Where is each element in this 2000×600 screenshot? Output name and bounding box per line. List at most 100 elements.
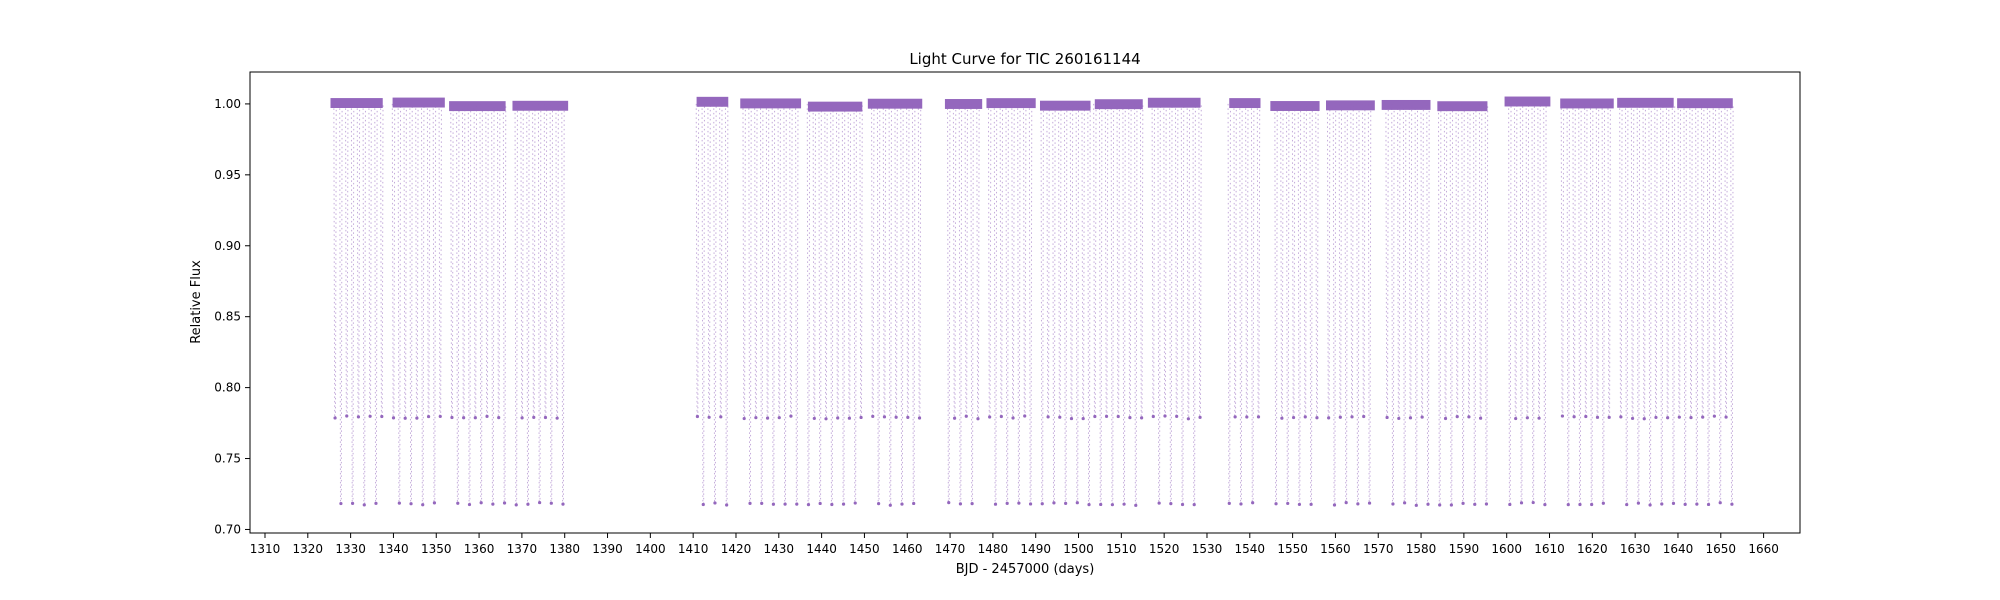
secondary-eclipse-point <box>1677 415 1681 419</box>
eclipse-egress <box>1235 103 1237 418</box>
eclipse-ingress <box>350 103 353 504</box>
primary-eclipse-point <box>1648 503 1652 507</box>
eclipse-ingress <box>1256 103 1259 418</box>
secondary-eclipse-point <box>403 416 407 420</box>
primary-eclipse-point <box>1122 502 1126 506</box>
eclipse-ingress <box>1005 103 1008 504</box>
eclipse-egress <box>1170 103 1173 504</box>
eclipse-egress <box>1457 103 1459 418</box>
primary-eclipse-point <box>432 501 437 505</box>
eclipse-ingress <box>497 103 499 418</box>
plot-area <box>330 96 1734 507</box>
eclipse-egress <box>1357 103 1360 504</box>
primary-eclipse-point <box>1636 501 1641 505</box>
eclipse-egress <box>1392 103 1395 504</box>
secondary-eclipse-point <box>1256 415 1261 419</box>
primary-eclipse-point <box>1040 502 1044 506</box>
eclipse-egress <box>1328 103 1331 418</box>
primary-eclipse-point <box>748 501 752 505</box>
eclipse-egress <box>989 103 992 418</box>
eclipse-egress <box>1153 103 1156 418</box>
eclipse-ingress <box>724 103 727 504</box>
eclipse-egress <box>1048 103 1050 418</box>
eclipse-ingress <box>713 103 716 504</box>
eclipse-egress <box>890 103 892 504</box>
y-tick-label: 0.80 <box>214 381 241 395</box>
eclipse-egress <box>434 103 437 504</box>
eclipse-egress <box>843 103 846 504</box>
eclipse-ingress <box>1040 103 1043 504</box>
eclipse-egress <box>440 103 442 418</box>
eclipse-egress <box>1141 103 1144 418</box>
y-tick-label: 0.90 <box>214 239 241 253</box>
x-tick-label: 1580 <box>1406 542 1437 556</box>
eclipse-ingress <box>789 103 792 418</box>
x-tick-label: 1330 <box>335 542 366 556</box>
secondary-eclipse-point <box>333 416 337 420</box>
eclipse-egress <box>1100 103 1103 504</box>
eclipse-egress <box>1018 103 1021 504</box>
x-tick-label: 1360 <box>464 542 495 556</box>
eclipse-ingress <box>561 103 564 504</box>
primary-eclipse-point <box>1578 502 1582 507</box>
x-tick-label: 1370 <box>507 542 538 556</box>
secondary-eclipse-point <box>1350 415 1354 419</box>
secondary-eclipse-point <box>1362 414 1366 419</box>
primary-eclipse-point <box>1601 501 1605 505</box>
observing-segment <box>1227 98 1261 506</box>
eclipse-ingress <box>1198 103 1201 418</box>
eclipse-egress <box>1001 103 1004 418</box>
eclipse-ingress <box>1671 103 1674 504</box>
eclipse-egress <box>1533 103 1535 504</box>
primary-eclipse-point <box>1087 503 1091 507</box>
eclipse-ingress <box>835 103 838 418</box>
primary-eclipse-point <box>1064 501 1068 505</box>
secondary-eclipse-point <box>1081 416 1085 421</box>
baseline-flux-band <box>449 101 506 112</box>
eclipse-egress <box>1386 103 1389 418</box>
primary-eclipse-point <box>467 502 472 507</box>
eclipse-ingress <box>1116 103 1119 418</box>
primary-eclipse-point <box>409 502 413 506</box>
primary-eclipse-point <box>1110 503 1114 507</box>
eclipse-ingress <box>1157 103 1160 504</box>
eclipse-ingress <box>1163 103 1166 418</box>
eclipse-egress <box>1649 103 1652 504</box>
eclipse-ingress <box>1706 103 1709 504</box>
x-tick-label: 1530 <box>1192 542 1223 556</box>
secondary-eclipse-point <box>1291 415 1296 420</box>
eclipse-ingress <box>1455 103 1458 418</box>
eclipse-egress <box>399 103 402 504</box>
baseline-flux-band <box>1617 97 1674 108</box>
primary-eclipse-point <box>1473 502 1477 506</box>
secondary-eclipse-point <box>917 416 922 420</box>
y-tick-label: 1.00 <box>214 97 241 111</box>
x-tick-label: 1560 <box>1320 542 1351 556</box>
primary-eclipse-point <box>502 501 507 505</box>
x-tick-label: 1520 <box>1149 542 1180 556</box>
eclipse-ingress <box>806 103 809 504</box>
plot-frame <box>249 71 1801 534</box>
secondary-eclipse-point <box>1385 415 1389 420</box>
eclipse-egress <box>1462 103 1465 504</box>
eclipse-ingress <box>1186 103 1189 418</box>
eclipse-egress <box>1305 103 1307 418</box>
eclipse-ingress <box>1075 103 1078 504</box>
primary-eclipse-point <box>1286 501 1290 506</box>
eclipse-egress <box>960 103 963 504</box>
eclipse-ingress <box>707 103 710 418</box>
primary-eclipse-point <box>1484 502 1489 506</box>
secondary-eclipse-point <box>824 417 828 421</box>
x-tick-label: 1470 <box>935 542 966 556</box>
eclipse-ingress <box>450 103 453 418</box>
eclipse-egress <box>1182 103 1185 504</box>
secondary-eclipse-point <box>789 414 793 418</box>
eclipse-egress <box>352 103 355 504</box>
secondary-eclipse-point <box>1420 415 1424 419</box>
secondary-eclipse-point <box>1724 415 1728 419</box>
observing-segment <box>1326 100 1375 507</box>
eclipse-egress <box>1299 103 1302 504</box>
eclipse-egress <box>457 103 460 504</box>
eclipse-ingress <box>485 103 488 418</box>
eclipse-ingress <box>1414 103 1417 504</box>
